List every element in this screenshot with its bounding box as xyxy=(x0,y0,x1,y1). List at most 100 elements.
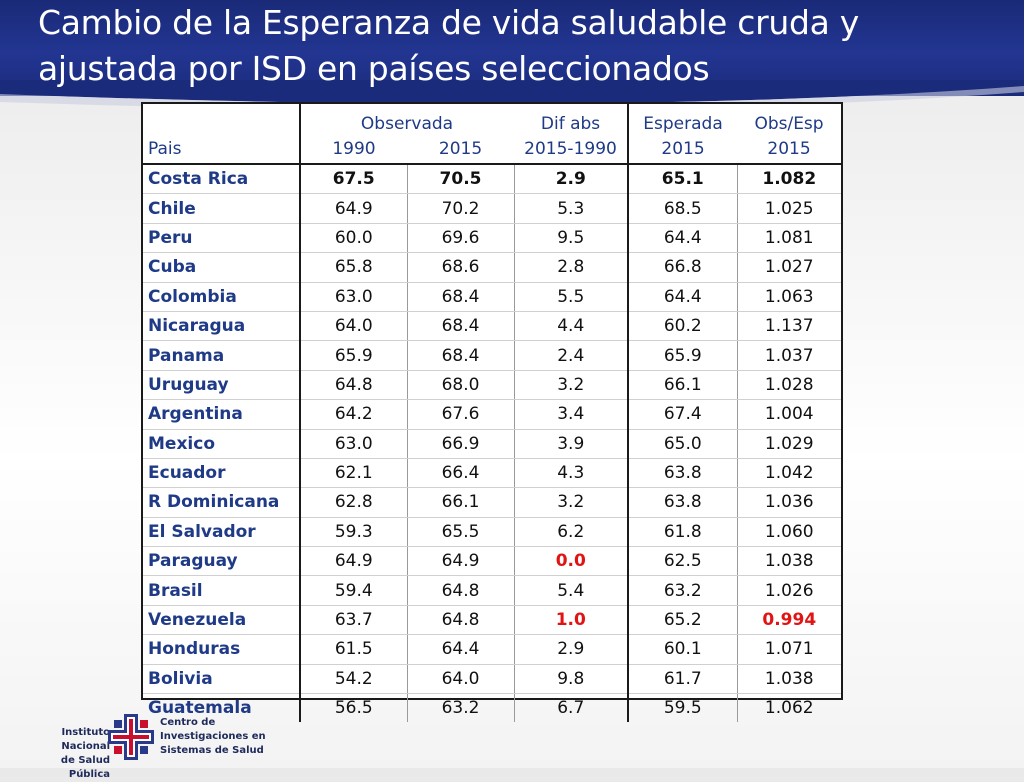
cell-esperada: 62.5 xyxy=(627,546,738,577)
cell-dif: 2.4 xyxy=(513,340,629,371)
header-observada: Observada xyxy=(298,104,515,134)
cell-2015: 64.9 xyxy=(406,546,515,577)
cell-esperada: 60.2 xyxy=(627,311,738,342)
cell-pais: Brasil xyxy=(143,575,300,606)
cell-1990: 54.2 xyxy=(299,664,407,695)
slide-title-line2: ajustada por ISD en países seleccionados xyxy=(38,49,710,88)
cell-1990: 65.8 xyxy=(299,252,407,283)
cell-ratio: 1.082 xyxy=(736,164,842,195)
cell-pais: Costa Rica xyxy=(143,164,300,195)
cell-esperada: 67.4 xyxy=(627,399,738,430)
cell-1990: 64.2 xyxy=(299,399,407,430)
cell-ratio: 1.071 xyxy=(736,634,842,665)
header-obs-esp-year: 2015 xyxy=(737,134,842,165)
cell-1990: 65.9 xyxy=(299,340,407,371)
table-row: Colombia 63.0 68.4 5.5 64.4 1.063 xyxy=(143,282,842,312)
cell-dif: 6.7 xyxy=(513,693,629,723)
cell-pais: Peru xyxy=(143,223,300,254)
header-obs-1990: 1990 xyxy=(299,134,407,165)
cell-2015: 70.5 xyxy=(406,164,515,195)
cell-2015: 69.6 xyxy=(406,223,515,254)
cell-pais: Colombia xyxy=(143,282,300,312)
cell-2015: 68.6 xyxy=(406,252,515,283)
cell-dif: 2.9 xyxy=(513,164,629,195)
header-obs-esp: Obs/Esp xyxy=(754,114,824,134)
cell-ratio: 1.042 xyxy=(736,458,842,489)
cell-1990: 67.5 xyxy=(299,164,407,195)
cell-ratio: 1.060 xyxy=(736,517,842,548)
table-row: Argentina 64.2 67.6 3.4 67.4 1.004 xyxy=(143,399,842,430)
cell-dif: 3.9 xyxy=(513,429,629,459)
cell-pais: Cuba xyxy=(143,252,300,283)
cell-dif: 4.4 xyxy=(513,311,629,342)
cell-pais: Venezuela xyxy=(143,605,300,636)
table-row: Guatemala 56.5 63.2 6.7 59.5 1.062 xyxy=(143,693,842,723)
cell-esperada: 65.9 xyxy=(627,340,738,371)
cell-2015: 68.4 xyxy=(406,340,515,371)
cell-ratio: 1.036 xyxy=(736,487,842,518)
cell-1990: 64.9 xyxy=(299,546,407,577)
cell-1990: 59.3 xyxy=(299,517,407,548)
table-row: Brasil 59.4 64.8 5.4 63.2 1.026 xyxy=(143,575,842,606)
cell-1990: 63.0 xyxy=(299,429,407,459)
table-row: Costa Rica 67.5 70.5 2.9 65.1 1.082 xyxy=(143,164,842,195)
cell-1990: 63.7 xyxy=(299,605,407,636)
cell-esperada: 65.0 xyxy=(627,429,738,459)
cell-esperada: 63.8 xyxy=(627,487,738,518)
cell-1990: 56.5 xyxy=(299,693,407,723)
cell-1990: 64.9 xyxy=(299,193,407,224)
insp-name: Instituto Nacional de Salud Pública xyxy=(22,726,110,782)
cell-esperada: 61.7 xyxy=(627,664,738,695)
table-row: Nicaragua 64.0 68.4 4.4 60.2 1.137 xyxy=(143,311,842,342)
table-row: Peru 60.0 69.6 9.5 64.4 1.081 xyxy=(143,223,842,254)
cell-dif: 3.2 xyxy=(513,370,629,401)
cell-pais: Panama xyxy=(143,340,300,371)
cell-pais: Mexico xyxy=(143,429,300,459)
cell-1990: 64.0 xyxy=(299,311,407,342)
cell-dif: 3.4 xyxy=(513,399,629,430)
insp-name-line1: Instituto Nacional xyxy=(61,727,110,752)
cell-ratio: 1.037 xyxy=(736,340,842,371)
cell-2015: 66.1 xyxy=(406,487,515,518)
cell-dif: 5.5 xyxy=(513,282,629,312)
cell-esperada: 65.1 xyxy=(627,164,738,195)
cell-ratio: 1.027 xyxy=(736,252,842,283)
header-dif-abs: Dif abs xyxy=(540,114,601,134)
cell-pais: Ecuador xyxy=(143,458,300,489)
cell-2015: 66.4 xyxy=(406,458,515,489)
cell-ratio: 1.137 xyxy=(736,311,842,342)
cell-ratio: 1.062 xyxy=(736,693,842,723)
cell-1990: 61.5 xyxy=(299,634,407,665)
cell-ratio: 1.081 xyxy=(736,223,842,254)
cell-pais: Paraguay xyxy=(143,546,300,577)
table-row: Ecuador 62.1 66.4 4.3 63.8 1.042 xyxy=(143,458,842,489)
cell-esperada: 66.8 xyxy=(627,252,738,283)
cell-esperada: 65.2 xyxy=(627,605,738,636)
cell-2015: 64.4 xyxy=(406,634,515,665)
cell-dif: 9.8 xyxy=(513,664,629,695)
ciss-name-line3: Sistemas de Salud xyxy=(160,745,264,756)
insp-logo-icon xyxy=(108,714,154,760)
table-row: Chile 64.9 70.2 5.3 68.5 1.025 xyxy=(143,193,842,224)
cell-dif: 3.2 xyxy=(513,487,629,518)
cell-2015: 68.4 xyxy=(406,282,515,312)
cell-esperada: 59.5 xyxy=(627,693,738,723)
table-row: R Dominicana 62.8 66.1 3.2 63.8 1.036 xyxy=(143,487,842,518)
header-blank xyxy=(143,104,300,134)
cell-esperada: 63.8 xyxy=(627,458,738,489)
cell-dif: 6.2 xyxy=(513,517,629,548)
table-row: El Salvador 59.3 65.5 6.2 61.8 1.060 xyxy=(143,517,842,548)
cell-pais: Honduras xyxy=(143,634,300,665)
cell-ratio: 1.063 xyxy=(736,282,842,312)
cell-pais: Chile xyxy=(143,193,300,224)
cell-2015: 64.0 xyxy=(406,664,515,695)
cell-esperada: 63.2 xyxy=(627,575,738,606)
cell-ratio: 1.028 xyxy=(736,370,842,401)
cell-pais: Guatemala xyxy=(148,698,252,719)
table-row: Bolivia 54.2 64.0 9.8 61.7 1.038 xyxy=(143,664,842,695)
table-row: Cuba 65.8 68.6 2.8 66.8 1.027 xyxy=(143,252,842,283)
cell-esperada: 68.5 xyxy=(627,193,738,224)
cell-ratio: 1.038 xyxy=(736,664,842,695)
cell-dif: 5.4 xyxy=(513,575,629,606)
life-expectancy-table: Observada Dif abs Esperada Obs/Esp Pais … xyxy=(141,102,843,723)
